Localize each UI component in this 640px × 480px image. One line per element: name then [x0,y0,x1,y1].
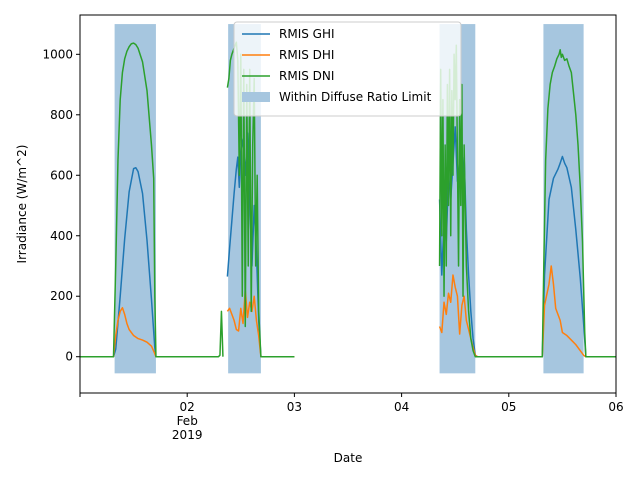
legend-label-rmis-ghi: RMIS GHI [279,27,335,41]
x-tick-month-label: Feb [177,414,198,428]
x-tick-year-label: 2019 [172,428,203,442]
y-tick-label: 0 [65,350,73,364]
legend-label-diffuse-ratio: Within Diffuse Ratio Limit [279,90,432,104]
legend-box [233,21,462,117]
x-tick-label: 06 [608,400,623,414]
diffuse-ratio-span-1 [114,24,156,374]
plot-area-frame [79,14,617,394]
legend-label-rmis-dhi: RMIS DHI [279,48,334,62]
y-tick-label: 1000 [42,47,73,61]
y-tick-label: 200 [50,289,73,303]
legend: RMIS GHI RMIS DHI RMIS DNI Within Diffuse R… [233,21,462,117]
legend-label-rmis-dni: RMIS DNI [279,69,334,83]
y-tick-label: 400 [50,229,73,243]
rmis-dhi-line-segment-3 [438,265,616,358]
rmis-ghi-line-segment-1 [80,166,219,358]
rmis-dhi-line-segment-1 [80,306,219,358]
rmis-dni-line-segment-2 [226,41,295,358]
rmis-dni-line-segment-1 [80,42,224,358]
x-axis-label: Date [334,451,363,465]
y-axis-ticks: 0 200 400 600 800 1000 [42,47,80,364]
y-tick-label: 800 [50,108,73,122]
x-tick-label: 04 [394,400,409,414]
legend-swatch-diffuse-ratio [242,92,270,102]
x-tick-label: 02 [180,400,195,414]
x-tick-label: 05 [501,400,516,414]
x-tick-label: 03 [287,400,302,414]
y-axis-label: Irradiance (W/m^2) [15,145,29,264]
y-tick-label: 600 [50,168,73,182]
